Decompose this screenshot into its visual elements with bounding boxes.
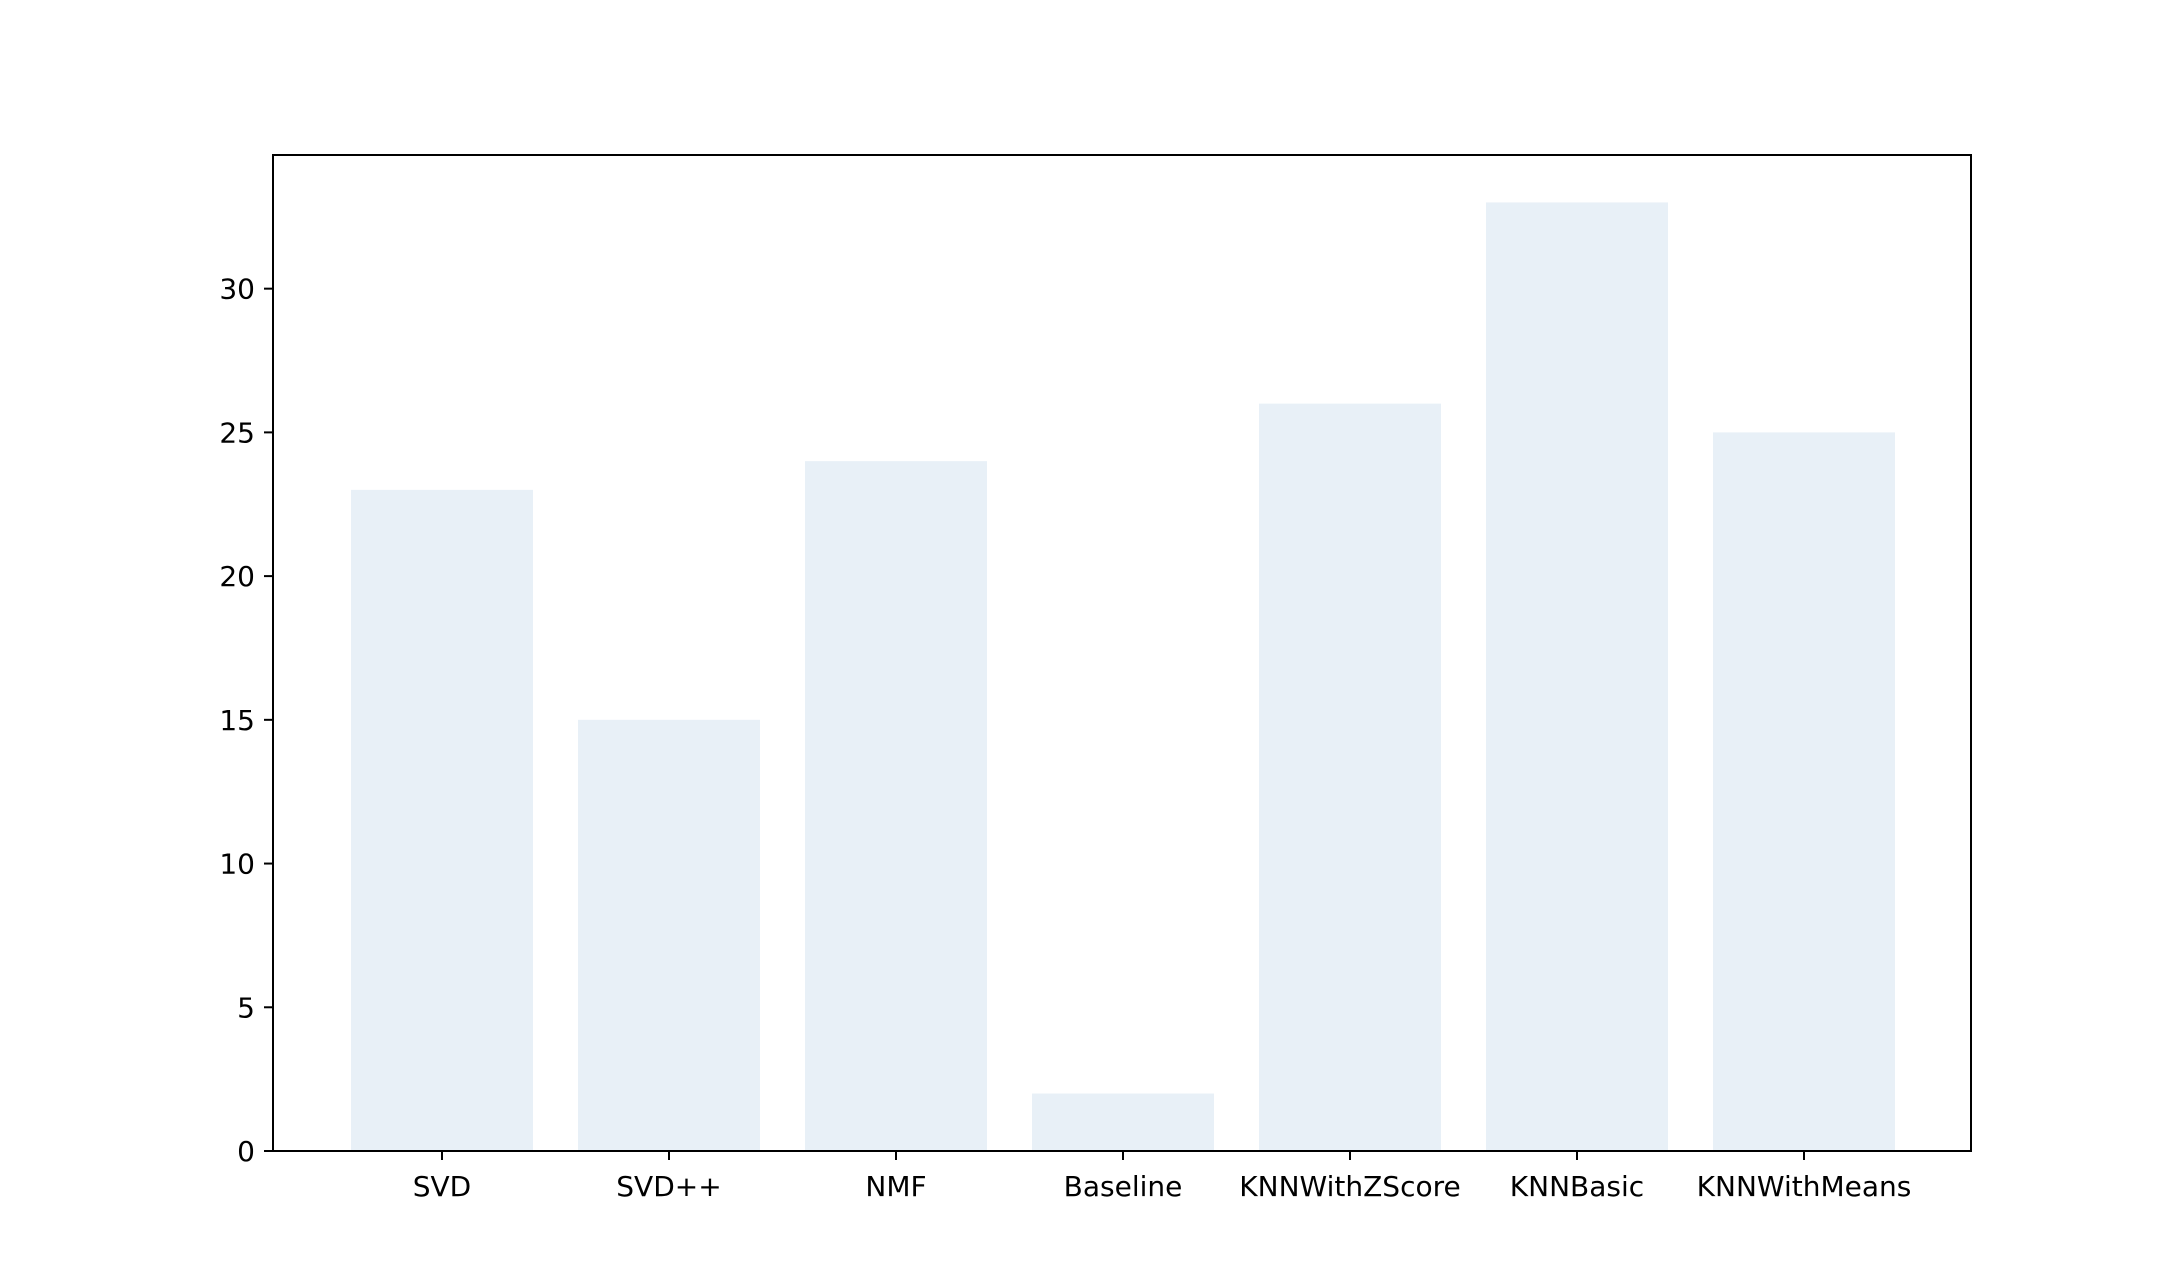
x-tick-label: Baseline (1064, 1170, 1183, 1203)
x-tick-label: KNNWithMeans (1697, 1170, 1912, 1203)
bar-knnwithzscore (1259, 403, 1441, 1151)
bar-svd (351, 489, 533, 1151)
x-axis: SVD SVD++ NMF Baseline KNNWithZScore KNNBasic… (413, 1151, 1912, 1203)
y-tick-label: 15 (219, 704, 255, 737)
plot-frame (272, 154, 1972, 1152)
x-tick-label: KNNWithZScore (1239, 1170, 1460, 1203)
y-tick-label: 30 (219, 273, 255, 306)
bar-nmf (805, 461, 987, 1151)
y-tick-label: 0 (237, 1135, 255, 1168)
bar-svdplusplus (578, 719, 760, 1151)
bars-layer (351, 202, 1895, 1152)
y-tick-label: 20 (219, 560, 255, 593)
y-tick-label: 5 (237, 991, 255, 1024)
bar-baseline (1032, 1093, 1214, 1151)
y-axis: 0 5 10 15 20 25 30 (219, 273, 273, 1168)
y-tick-label: 25 (219, 416, 255, 449)
y-tick-label: 10 (219, 848, 255, 881)
bar-knnbasic (1486, 202, 1668, 1151)
bar-knnwithmeans (1713, 432, 1895, 1152)
x-tick-label: NMF (865, 1170, 926, 1203)
x-tick-label: SVD++ (616, 1170, 721, 1203)
x-tick-label: KNNBasic (1510, 1170, 1644, 1203)
x-tick-label: SVD (413, 1170, 472, 1203)
